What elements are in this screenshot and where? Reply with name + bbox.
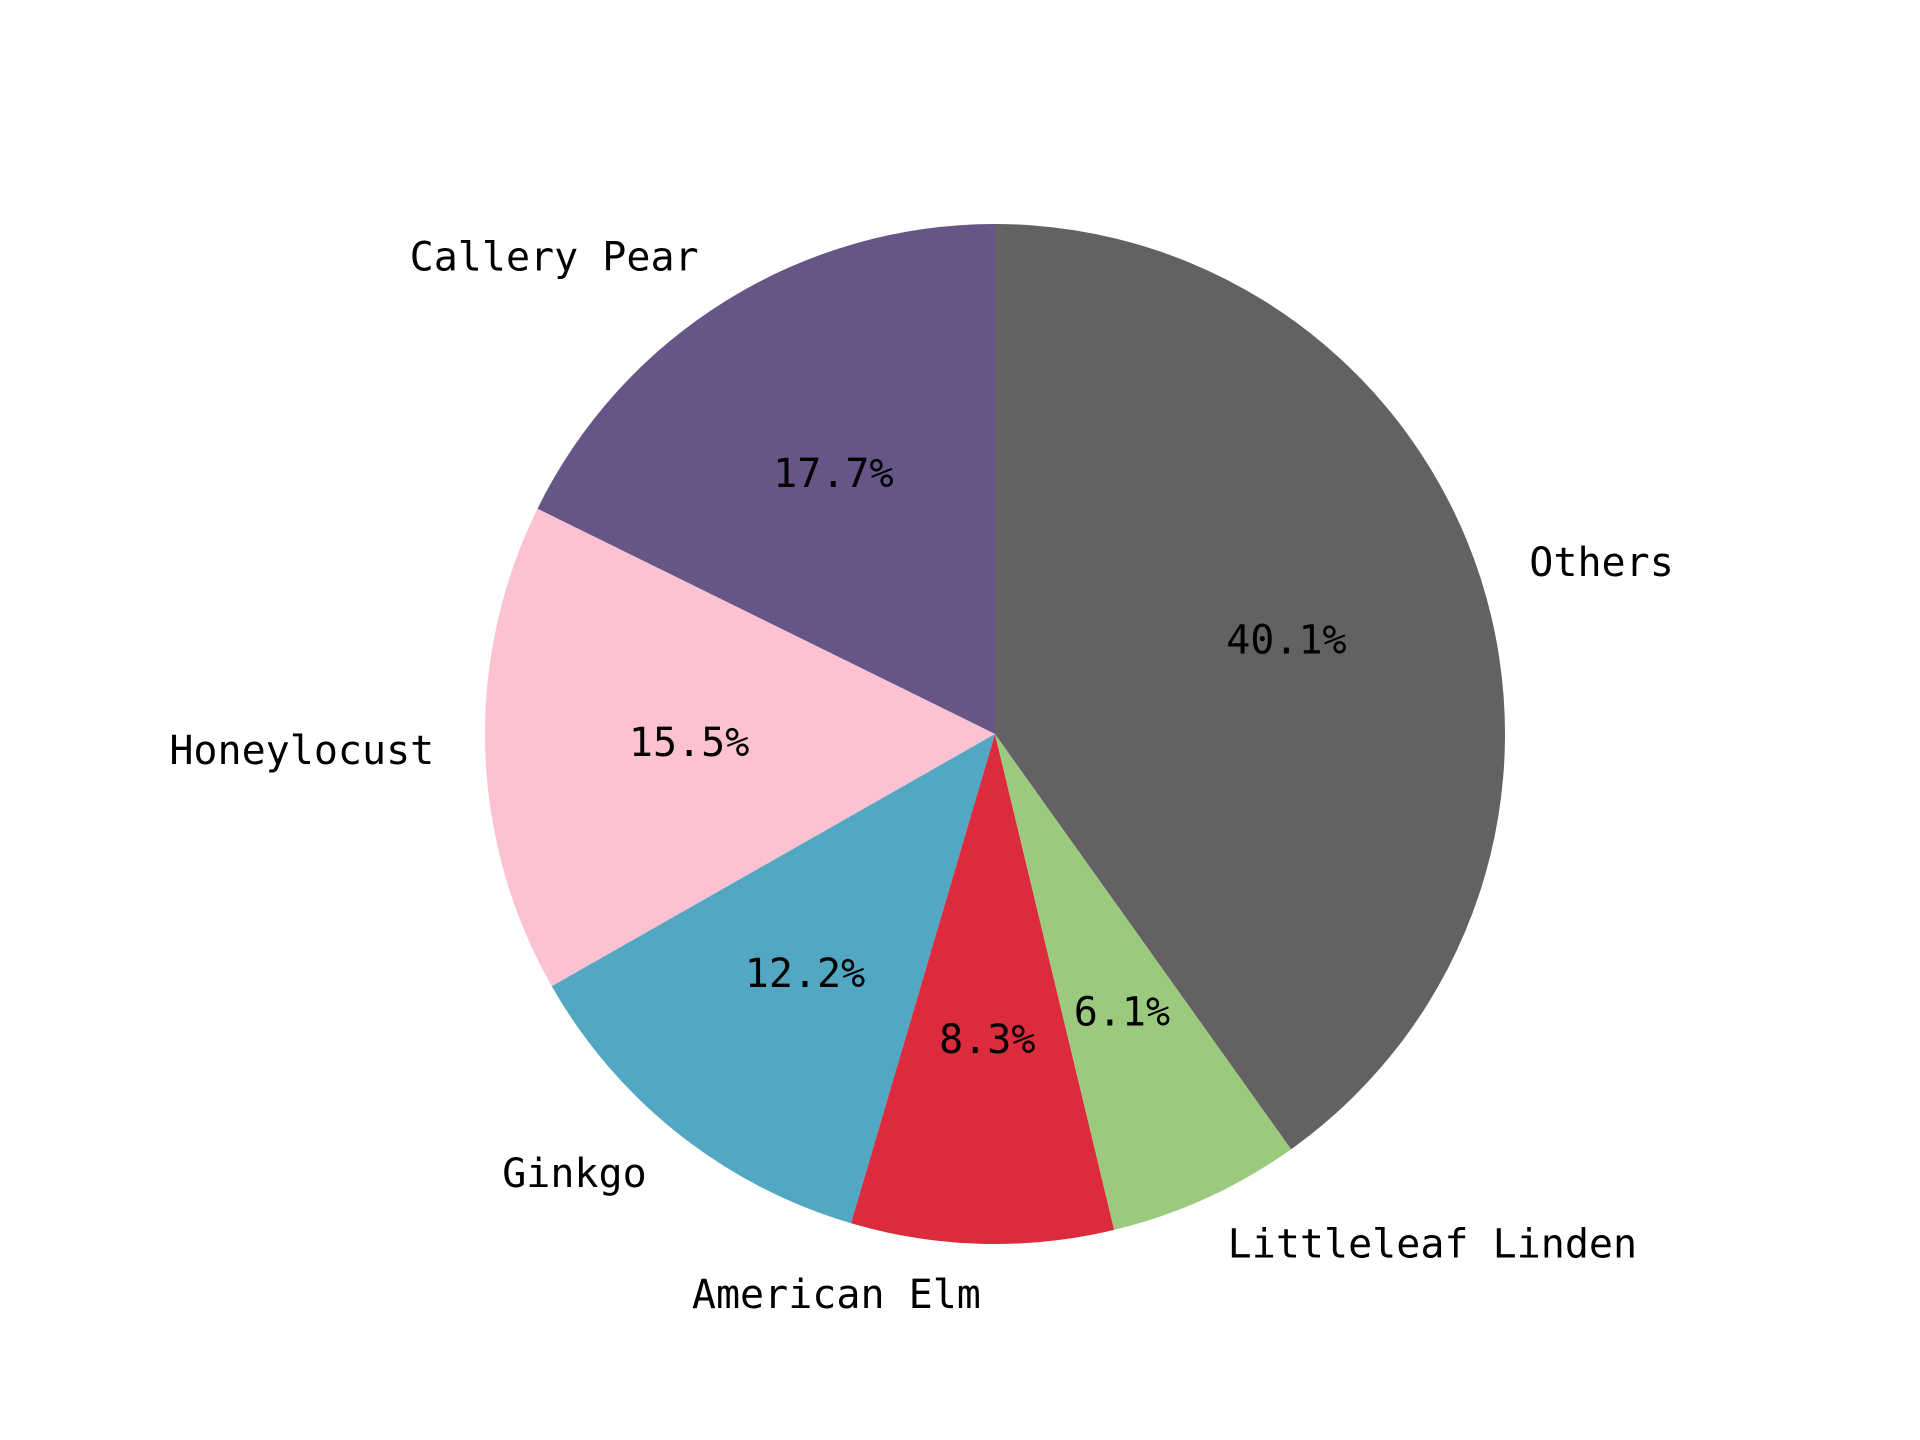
pie-slice-honeylocust [485,508,995,987]
pie-slice-others [995,224,1506,1150]
pie-slice-american-elm [851,734,1115,1244]
pct-label-others: 40.1% [1226,618,1346,664]
pie-slice-callery-pear [537,224,995,734]
category-label-american-elm: American Elm [692,1272,981,1318]
pct-label-ginkgo: 12.2% [745,951,865,997]
category-label-callery-pear: Callery Pear [410,235,699,281]
pie-slices [485,224,1506,1244]
category-label-littleleaf-linden: Littleleaf Linden [1228,1221,1637,1267]
pie-slice-littleleaf-linden [995,734,1292,1230]
category-label-others: Others [1529,540,1674,586]
pct-label-american-elm: 8.3% [939,1017,1035,1063]
pct-label-honeylocust: 15.5% [629,720,749,766]
percent-labels: 17.7% 15.5% 12.2% 8.3% 6.1% 40.1% [629,451,1347,1063]
pct-label-callery-pear: 17.7% [773,451,893,497]
category-labels: Callery Pear Honeylocust Ginkgo American El… [169,235,1673,1318]
pct-label-littleleaf-linden: 6.1% [1074,989,1170,1035]
pie-slice-ginkgo [551,734,995,1224]
category-label-honeylocust: Honeylocust [169,728,434,774]
category-label-ginkgo: Ginkgo [502,1151,647,1197]
